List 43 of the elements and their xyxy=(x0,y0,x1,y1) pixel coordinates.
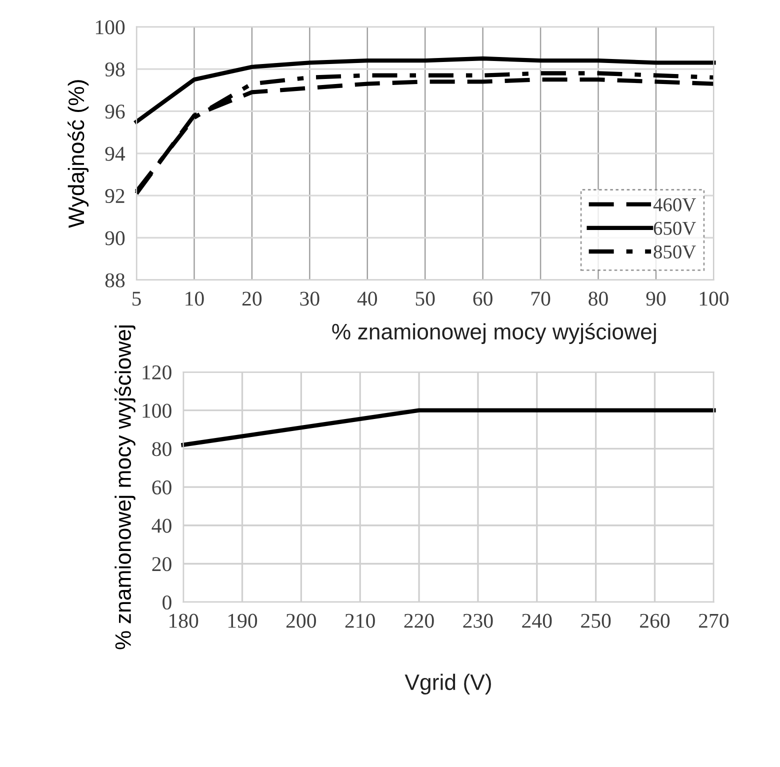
x-tick-label: 60 xyxy=(473,292,492,306)
x-tick-label: 270 xyxy=(698,614,729,628)
y-tick-label: 100 xyxy=(96,20,125,34)
y-tick-label: 100 xyxy=(142,404,172,418)
x-tick-label: 40 xyxy=(357,292,377,306)
y-tick-label: 20 xyxy=(152,557,172,572)
y-tick-label: 88 xyxy=(105,273,125,288)
x-tick-label: 230 xyxy=(463,614,493,628)
y-tick-label: 120 xyxy=(142,365,172,380)
legend-label: 460V xyxy=(653,198,696,212)
y-tick-label: 60 xyxy=(152,480,172,494)
x-tick-label: 180 xyxy=(170,614,198,628)
x-tick-label: 240 xyxy=(522,614,552,628)
y-axis-title: % znamionowej mocy wyjściowej xyxy=(114,326,136,650)
x-tick-label: 10 xyxy=(186,292,204,306)
x-tick-label: 200 xyxy=(286,614,316,628)
x-tick-label: 260 xyxy=(640,614,670,628)
legend-label: 850V xyxy=(654,245,696,259)
y-tick-label: 40 xyxy=(152,518,172,533)
x-tick-label: 80 xyxy=(588,292,608,306)
y-tick-label: 0 xyxy=(162,595,172,610)
x-tick-label: 90 xyxy=(646,292,666,306)
y-tick-label: 80 xyxy=(152,442,172,456)
y-tick-label: 90 xyxy=(105,231,125,246)
x-tick-label: 70 xyxy=(531,292,550,306)
y-tick-label: 92 xyxy=(105,189,124,204)
x-tick-label: 190 xyxy=(228,614,258,628)
x-tick-label: 210 xyxy=(345,614,375,628)
y-axis-title: Wydajność (%) xyxy=(68,80,89,228)
x-tick-label: 250 xyxy=(581,614,611,628)
x-tick-label: 30 xyxy=(300,292,320,306)
x-axis-title: Vgrid (V) xyxy=(404,674,491,694)
x-tick-label: 100 xyxy=(700,292,729,306)
x-tick-label: 220 xyxy=(404,614,434,628)
y-tick-label: 98 xyxy=(105,62,125,76)
x-tick-label: 50 xyxy=(416,292,435,306)
x-tick-label: 20 xyxy=(242,292,262,306)
x-tick-label: 5 xyxy=(132,292,141,306)
y-tick-label: 94 xyxy=(105,146,126,161)
legend-label: 650V xyxy=(654,222,696,236)
y-tick-label: 96 xyxy=(105,104,125,119)
x-axis-title: % znamionowej mocy wyjściowej xyxy=(332,322,656,344)
line-series xyxy=(134,56,716,124)
